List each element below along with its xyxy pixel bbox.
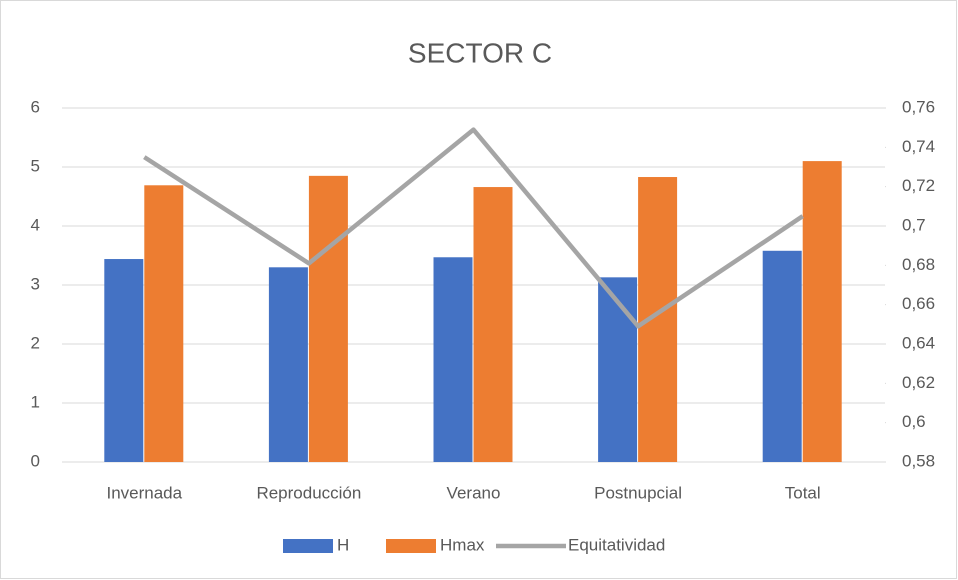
y-tick-label: 4 — [31, 215, 40, 234]
y2-tick-label: 0,6 — [902, 412, 926, 431]
y2-tick-label: 0,68 — [902, 255, 935, 274]
y2-tick-label: 0,76 — [902, 97, 935, 116]
bar — [598, 277, 638, 462]
line-series — [143, 127, 804, 329]
legend-label: H — [337, 535, 349, 554]
bar — [638, 177, 678, 462]
bar — [433, 257, 473, 462]
y2-tick-label: 0,66 — [902, 294, 935, 313]
y-tick-label: 2 — [31, 333, 40, 352]
y2-tick-label: 0,58 — [902, 451, 935, 470]
bar — [473, 187, 513, 462]
legend-swatch — [283, 539, 333, 553]
y-tick-label: 5 — [31, 156, 40, 175]
legend-swatch — [386, 539, 436, 553]
x-tick-label: Total — [785, 483, 821, 502]
bar — [762, 250, 802, 462]
chart-title: SECTOR C — [408, 37, 552, 68]
legend-label: Equitatividad — [568, 535, 665, 554]
x-tick-label: Postnupcial — [594, 483, 682, 502]
y-tick-label: 3 — [31, 274, 40, 293]
y-tick-label: 1 — [31, 392, 40, 411]
bar — [144, 185, 184, 463]
legend-label: Hmax — [440, 535, 485, 554]
x-tick-label: Invernada — [106, 483, 182, 502]
bar — [308, 175, 348, 462]
y-tick-label: 0 — [31, 451, 40, 470]
y2-tick-label: 0,64 — [902, 333, 935, 352]
x-tick-label: Reproducción — [256, 483, 361, 502]
bar — [268, 267, 308, 462]
y-tick-label: 6 — [31, 97, 40, 116]
y2-tick-label: 0,72 — [902, 176, 935, 195]
y2-tick-label: 0,74 — [902, 137, 935, 156]
bar — [104, 259, 144, 462]
bar — [802, 161, 842, 462]
y2-tick-label: 0,7 — [902, 215, 926, 234]
y2-tick-label: 0,62 — [902, 373, 935, 392]
x-tick-label: Verano — [447, 483, 501, 502]
